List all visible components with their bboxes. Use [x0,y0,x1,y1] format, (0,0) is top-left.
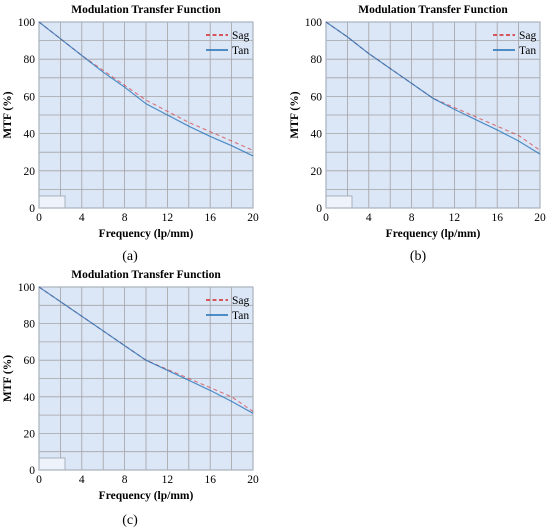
series-line-tan [38,21,254,157]
y-tick-label: 100 [18,17,36,29]
y-tick-label: 80 [311,54,323,66]
plot-frame [38,21,254,209]
y-tick-label: 60 [311,91,323,103]
y-tick-label: 20 [311,166,323,178]
chart-panel-c: 0 4 8 12 16 20 0 20 40 60 80 100 Modulation Transfer… [2,269,259,528]
panel-caption: (b) [410,249,427,264]
y-tick-label: 100 [305,17,323,29]
y-axis-label: MTF (%) [289,91,301,138]
y-tick-label: 80 [24,54,36,66]
legend-label-sag: Sag [232,295,250,307]
y-tick-label: 0 [29,203,35,215]
plot-frame [38,286,254,471]
y-tick-label: 0 [29,465,35,477]
x-axis-label: Frequency (lp/mm) [99,490,194,502]
y-tick-label: 60 [24,355,36,367]
corner-box [38,195,66,209]
panel-caption: (c) [122,513,138,528]
legend-label-tan: Tan [232,310,249,322]
series-line-tan [325,21,541,155]
legend-label-sag: Sag [519,30,537,42]
panel-caption: (a) [122,249,138,264]
corner-box [325,195,353,209]
x-tick-label: 4 [366,212,372,224]
series-line-tan [38,286,254,414]
y-tick-label: 40 [24,392,36,404]
x-tick-label: 12 [162,212,174,224]
y-tick-label: 20 [24,166,36,178]
legend-label-sag: Sag [232,30,250,42]
chart-panel-b: 0 4 8 12 16 20 0 20 40 60 80 100 Modulation Transfer… [289,4,546,264]
y-tick-label: 0 [316,203,322,215]
y-tick-label: 80 [24,319,36,331]
x-tick-label: 0 [323,212,329,224]
x-tick-label: 0 [36,212,42,224]
y-tick-label: 20 [24,428,36,440]
x-tick-label: 4 [79,474,85,486]
chart-panel-a: 0 4 8 12 16 20 0 20 40 60 80 100 Modulation Transfer… [2,4,259,264]
corner-box [38,457,66,471]
x-tick-label: 20 [534,212,546,224]
chart-title: Modulation Transfer Function [71,4,221,16]
y-tick-label: 60 [24,91,36,103]
legend-label-tan: Tan [232,45,249,57]
x-tick-label: 0 [36,474,42,486]
y-axis-label: MTF (%) [2,91,14,138]
x-axis-label: Frequency (lp/mm) [386,228,481,240]
legend-label-tan: Tan [519,45,536,57]
y-axis-label: MTF (%) [2,355,14,402]
x-tick-label: 20 [247,474,259,486]
x-tick-label: 8 [409,212,415,224]
x-tick-label: 8 [122,212,128,224]
y-tick-label: 40 [24,129,36,141]
x-tick-label: 16 [204,212,216,224]
x-tick-label: 12 [162,474,174,486]
y-tick-label: 40 [311,129,323,141]
chart-title: Modulation Transfer Function [358,4,508,16]
gridlines [325,21,541,209]
x-tick-label: 4 [79,212,85,224]
x-tick-label: 16 [204,474,216,486]
x-tick-label: 12 [449,212,461,224]
x-tick-label: 16 [491,212,503,224]
x-tick-label: 20 [247,212,259,224]
y-tick-label: 100 [18,282,36,294]
plot-frame [325,21,541,209]
chart-title: Modulation Transfer Function [71,269,221,281]
x-axis-label: Frequency (lp/mm) [99,228,194,240]
x-tick-label: 8 [122,474,128,486]
